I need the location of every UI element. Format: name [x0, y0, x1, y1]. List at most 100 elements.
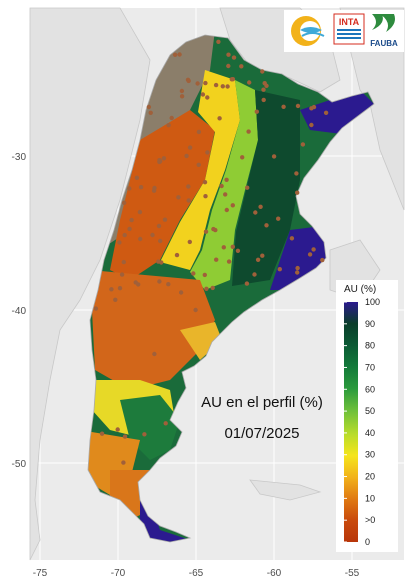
station-dot	[137, 209, 143, 215]
x-tick-label: -75	[33, 568, 48, 579]
station-dot	[122, 200, 127, 205]
station-dot	[309, 122, 314, 128]
logos: INTA FAUBA	[284, 10, 404, 52]
station-dot	[179, 88, 185, 94]
legend-label: 0	[365, 537, 370, 547]
station-dot	[193, 307, 198, 313]
station-dot	[119, 272, 125, 277]
station-dot	[93, 306, 99, 311]
map-date: 01/07/2025	[224, 425, 299, 442]
station-dot	[294, 171, 299, 176]
station-dot	[166, 123, 171, 128]
station-dot	[205, 150, 210, 155]
station-dot	[179, 94, 185, 99]
station-dot	[146, 104, 152, 110]
legend-label: >0	[365, 515, 375, 525]
y-tick-label: -30	[12, 152, 27, 163]
station-dot	[230, 244, 235, 249]
station-dot	[177, 52, 182, 57]
station-dot	[311, 247, 316, 252]
station-dot	[214, 257, 219, 262]
station-dot	[295, 265, 300, 271]
station-dot	[138, 236, 143, 242]
station-dot	[245, 185, 250, 190]
legend-label: 60	[365, 384, 375, 394]
station-dot	[138, 185, 144, 190]
station-dots	[93, 39, 329, 465]
station-dot	[202, 272, 207, 278]
station-dot	[276, 216, 281, 221]
station-dot	[289, 236, 295, 241]
station-dot	[225, 84, 230, 89]
station-dot	[184, 153, 189, 159]
station-dot	[99, 431, 105, 436]
station-dot	[196, 162, 201, 167]
station-dot	[196, 129, 202, 135]
station-dot	[226, 52, 231, 57]
station-dot	[204, 286, 209, 291]
inta-logo-icon: INTA	[333, 13, 365, 45]
legend-label: 30	[365, 450, 375, 460]
station-dot	[109, 287, 114, 292]
legend: AU (%) 100 90 80 70 60 50 40 30 20 10 >0 0	[336, 280, 398, 552]
y-axis: -30 -40 -50	[12, 152, 27, 470]
station-dot	[295, 270, 300, 275]
station-dot	[240, 155, 245, 160]
station-dot	[117, 286, 123, 291]
station-dot	[254, 109, 259, 114]
station-dot	[202, 180, 208, 185]
station-dot	[122, 434, 128, 439]
station-dot	[271, 154, 277, 159]
station-dot	[239, 64, 244, 69]
station-dot	[172, 52, 178, 57]
station-dot	[226, 259, 232, 264]
ciencia-logo-icon	[291, 16, 325, 46]
station-dot	[295, 190, 300, 195]
station-dot	[295, 103, 301, 109]
station-dot	[169, 115, 174, 121]
legend-label: 100	[365, 297, 380, 307]
station-dot	[281, 104, 286, 110]
station-dot	[113, 297, 118, 302]
station-dot	[178, 290, 184, 295]
station-dot	[150, 232, 155, 238]
station-dot	[246, 129, 251, 134]
station-dot	[134, 175, 140, 180]
station-dot	[151, 188, 157, 193]
station-dot	[252, 272, 257, 277]
svg-text:FAUBA: FAUBA	[370, 39, 398, 48]
station-dot	[277, 267, 282, 272]
station-dot	[142, 432, 147, 437]
station-dot	[121, 460, 126, 465]
station-dot	[255, 257, 261, 262]
station-dot	[187, 239, 192, 245]
station-dot	[203, 194, 208, 199]
y-tick-label: -50	[12, 459, 27, 470]
legend-label: 90	[365, 319, 375, 329]
station-dot	[300, 142, 306, 147]
station-dot	[136, 282, 141, 287]
station-dot	[261, 97, 266, 103]
fauba-logo-icon: FAUBA	[370, 14, 398, 48]
station-dot	[213, 82, 219, 88]
legend-title: AU (%)	[344, 284, 376, 295]
legend-label: 80	[365, 341, 375, 351]
station-dot	[166, 282, 171, 287]
station-dot	[152, 351, 157, 357]
station-dot	[117, 240, 122, 245]
station-dot	[174, 252, 180, 258]
map-title: AU en el perfil (%)	[201, 394, 323, 411]
station-dot	[230, 203, 235, 208]
station-dot	[127, 186, 132, 191]
station-dot	[224, 177, 229, 182]
station-dot	[311, 104, 317, 110]
svg-text:INTA: INTA	[339, 17, 360, 27]
station-dot	[247, 80, 252, 85]
station-dot	[122, 232, 127, 238]
station-dot	[203, 80, 208, 86]
station-dot	[187, 145, 193, 150]
station-dot	[253, 210, 258, 215]
station-dot	[260, 69, 265, 74]
station-dot	[221, 245, 226, 250]
